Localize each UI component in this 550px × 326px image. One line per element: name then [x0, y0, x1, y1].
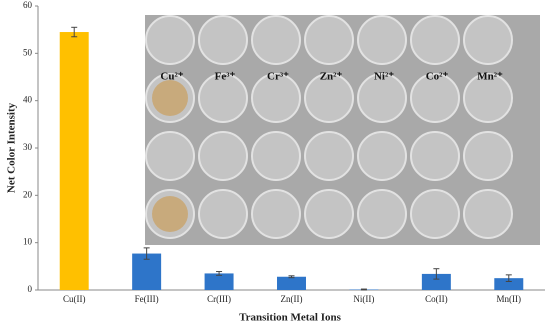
well	[357, 189, 407, 239]
inset-label: Ni²⁺	[374, 71, 394, 83]
inset-label: Cr³⁺	[267, 71, 289, 83]
well	[251, 73, 301, 123]
inset-label: Co²⁺	[426, 71, 449, 83]
error-bar	[216, 271, 223, 276]
well	[198, 189, 248, 239]
inset-label: Cu²⁺	[160, 71, 183, 83]
x-tick-label: Cu(II)	[63, 294, 86, 304]
well	[198, 73, 248, 123]
x-tick-label: Co(II)	[425, 294, 448, 304]
bar	[494, 278, 524, 290]
well	[463, 73, 513, 123]
well	[145, 15, 195, 65]
well	[304, 131, 354, 181]
well-tint	[152, 196, 188, 232]
well	[251, 15, 301, 65]
error-bar	[143, 247, 150, 260]
bar	[421, 273, 451, 290]
well	[304, 189, 354, 239]
well	[198, 131, 248, 181]
well	[357, 15, 407, 65]
well	[410, 73, 460, 123]
well	[463, 189, 513, 239]
x-tick-label: Cr(III)	[207, 294, 231, 304]
error-bar	[71, 26, 78, 38]
well	[410, 189, 460, 239]
error-bar	[288, 275, 295, 279]
x-axis-label: Transition Metal Ions	[239, 312, 342, 324]
bar	[204, 273, 234, 290]
well	[463, 131, 513, 181]
well-tint	[152, 80, 188, 116]
well	[463, 15, 513, 65]
y-axis-label: Net Color Intensity	[6, 102, 18, 193]
y-tick-label: 30	[23, 142, 33, 152]
well	[410, 15, 460, 65]
x-tick-label: Zn(II)	[281, 294, 303, 304]
error-bar	[505, 274, 512, 282]
inset-label: Mn²⁺	[477, 71, 503, 83]
well	[251, 131, 301, 181]
x-tick-label: Ni(II)	[353, 294, 374, 304]
bar	[277, 276, 306, 290]
well	[357, 131, 407, 181]
y-tick-label: 50	[23, 47, 33, 57]
inset-label: Fe³⁺	[215, 71, 236, 83]
error-bar	[360, 288, 367, 291]
x-tick-label: Fe(III)	[135, 294, 159, 304]
well	[304, 73, 354, 123]
inset-label: Zn²⁺	[320, 71, 343, 83]
x-tick-label: Mn(II)	[497, 294, 522, 304]
well	[357, 73, 407, 123]
y-tick-label: 10	[23, 237, 33, 247]
well	[145, 131, 195, 181]
y-tick-label: 0	[28, 284, 33, 294]
well	[198, 15, 248, 65]
bar	[59, 32, 89, 291]
inset-photo	[145, 15, 540, 245]
y-tick-label: 20	[23, 189, 33, 199]
y-tick-label: 40	[23, 95, 33, 105]
error-bar	[433, 268, 440, 280]
well	[251, 189, 301, 239]
well	[410, 131, 460, 181]
well	[304, 15, 354, 65]
y-tick-label: 60	[23, 0, 33, 10]
